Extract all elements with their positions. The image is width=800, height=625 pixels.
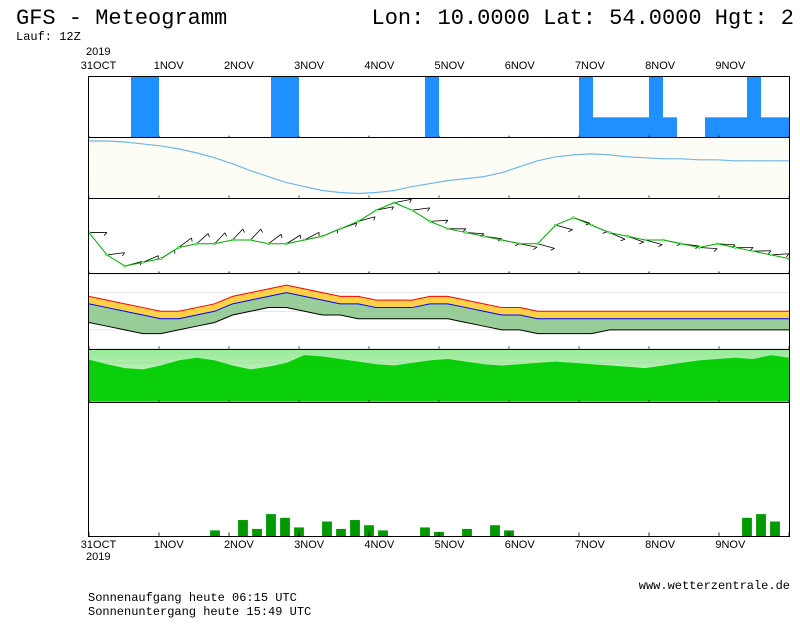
- sunrise: Sonnenaufgang heute 06:15 UTC: [88, 591, 311, 605]
- xlabel: 7NOV: [575, 60, 605, 72]
- xlabel: 6NOV: [505, 539, 535, 551]
- xaxis-top: 2019 31OCT1NOV2NOV3NOV4NOV5NOV6NOV7NOV8N…: [88, 58, 790, 76]
- xlabel: 2NOV: [224, 539, 254, 551]
- xlabel: 4NOV: [364, 60, 394, 72]
- year-top: 2019: [86, 46, 110, 58]
- xlabel: 3NOV: [294, 60, 324, 72]
- xlabel: 9NOV: [715, 539, 745, 551]
- xlabel: 8NOV: [645, 539, 675, 551]
- footer: Sonnenaufgang heute 06:15 UTC Sonnenunte…: [88, 591, 311, 619]
- panel-svg-rh: [89, 350, 789, 402]
- panel-clouds: Wolken (%)HochMittelTiefL e v e l: [89, 77, 789, 137]
- xlabel: 9NOV: [715, 60, 745, 72]
- xlabel: 2NOV: [224, 60, 254, 72]
- panel-svg-clouds: [89, 77, 789, 137]
- plot-area: 2019 31OCT1NOV2NOV3NOV4NOV5NOV6NOV7NOV8N…: [88, 58, 790, 555]
- panel-pressure: Bodendruck(hPa)9759809859909951000100510…: [89, 137, 789, 197]
- panel-wind: Wind Geschwi.Windfahnen(kt)05101520: [89, 198, 789, 274]
- xlabel: 3NOV: [294, 539, 324, 551]
- xaxis-bottom: 31OCT1NOV2NOV3NOV4NOV5NOV6NOV7NOV8NOV9NO…: [88, 537, 790, 555]
- xlabel: 5NOV: [435, 539, 465, 551]
- year-bottom: 2019: [86, 551, 110, 563]
- xlabel: 1NOV: [154, 60, 184, 72]
- panel-precip: Niederschlag(mm)051015: [89, 402, 789, 536]
- title: GFS - Meteogramm: [16, 6, 227, 31]
- panels: Wolken (%)HochMittelTiefL e v e lBodendr…: [88, 76, 790, 537]
- xlabel: 1NOV: [154, 539, 184, 551]
- sunset: Sonnenuntergang heute 15:49 UTC: [88, 605, 311, 619]
- xlabel: 31OCT: [81, 539, 116, 551]
- xlabel: 7NOV: [575, 539, 605, 551]
- xlabel: 6NOV: [505, 60, 535, 72]
- panel-temp: T-Min, MaxTaupunkt(C)-5051015: [89, 273, 789, 349]
- run-label: Lauf: 12Z: [16, 30, 81, 44]
- xlabel: 4NOV: [364, 539, 394, 551]
- coords: Lon: 10.0000 Lat: 54.0000 Hgt: 2: [372, 6, 794, 31]
- panel-svg-precip: [89, 403, 789, 536]
- xlabel: 8NOV: [645, 60, 675, 72]
- xlabel: 31OCT: [81, 60, 116, 72]
- panel-svg-pressure: [89, 138, 789, 197]
- panel-svg-wind: [89, 199, 789, 274]
- panel-svg-temp: [89, 274, 789, 349]
- meteogram-container: GFS - Meteogramm Lon: 10.0000 Lat: 54.00…: [0, 0, 800, 625]
- xlabel: 5NOV: [435, 60, 465, 72]
- watermark: www.wetterzentrale.de: [639, 579, 790, 593]
- panel-rh: 2m RF (%)20406080: [89, 349, 789, 402]
